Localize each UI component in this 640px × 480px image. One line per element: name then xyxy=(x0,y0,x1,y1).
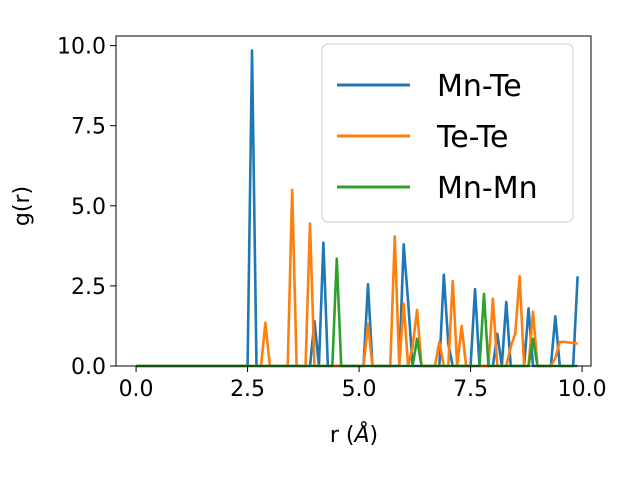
y-tick-label: 7.5 xyxy=(71,115,106,140)
legend-label-mn-te: Mn-Te xyxy=(437,69,522,104)
y-axis-ticks: 0.0 2.5 5.0 7.5 10.0 xyxy=(57,35,116,380)
y-axis-label: g(r) xyxy=(10,186,35,226)
legend-label-te-te: Te-Te xyxy=(436,120,508,155)
x-axis-label-text: r ( xyxy=(330,423,355,448)
plot-frame xyxy=(115,35,592,367)
x-axis-label-symbol: Å xyxy=(352,421,369,448)
y-tick-label: 5.0 xyxy=(71,195,106,220)
x-tick-label: 10.0 xyxy=(558,377,607,402)
y-tick-label: 2.5 xyxy=(71,275,106,300)
x-tick-label: 7.5 xyxy=(453,377,488,402)
y-tick-label: 0.0 xyxy=(71,355,106,380)
x-tick-label: 2.5 xyxy=(230,377,265,402)
legend-box xyxy=(321,43,574,223)
x-tick-label: 5.0 xyxy=(342,377,377,402)
x-tick-label: 0.0 xyxy=(119,377,154,402)
x-axis-ticks: 0.0 2.5 5.0 7.5 10.0 xyxy=(119,366,607,402)
legend: Mn-Te Te-Te Mn-Mn xyxy=(321,43,574,223)
x-axis-label-close: ) xyxy=(370,423,379,448)
x-axis-label: r (Å) xyxy=(330,421,378,448)
legend-label-mn-mn: Mn-Mn xyxy=(437,171,538,206)
series-line-mn-te xyxy=(136,49,579,368)
y-tick-label: 10.0 xyxy=(57,35,106,60)
